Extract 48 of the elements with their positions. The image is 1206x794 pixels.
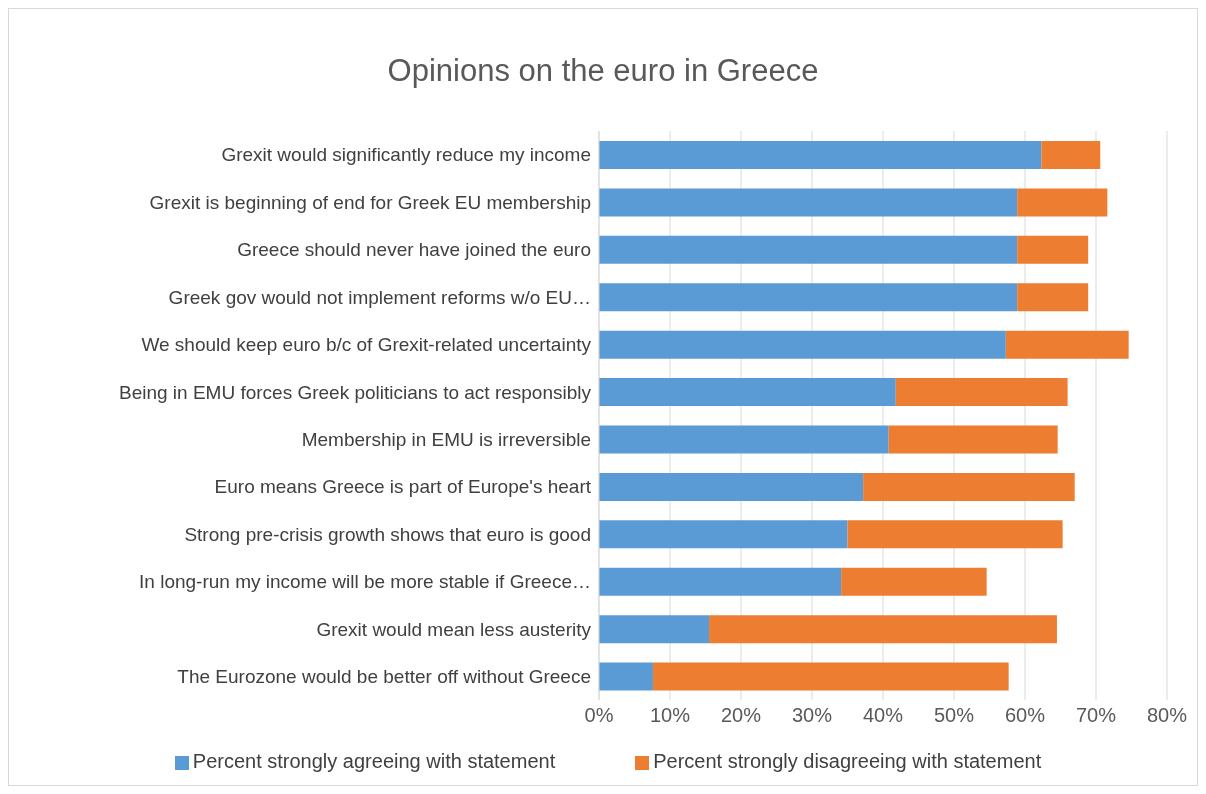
y-tick-label: Greece should never have joined the euro <box>237 239 591 261</box>
y-tick-label: Greek gov would not implement reforms w/o EU… <box>168 286 591 308</box>
y-tick-label: Grexit would significantly reduce my income <box>221 144 591 166</box>
x-tick-label: 30% <box>791 704 833 727</box>
bar <box>599 378 896 407</box>
x-tick-label: 70% <box>1075 704 1117 727</box>
bar <box>599 425 889 454</box>
x-tick-label: 20% <box>720 704 762 727</box>
y-tick-label: In long-run my income will be more stable if Greece… <box>139 571 591 593</box>
x-tick-label: 0% <box>584 704 614 727</box>
bar <box>599 141 1042 169</box>
y-tick-label: Membership in EMU is irreversible <box>301 428 591 450</box>
y-tick-label: Grexit is beginning of end for Greek EU membership <box>149 191 591 213</box>
x-tick-label: 40% <box>862 704 904 727</box>
y-tick-label: Grexit would mean less austerity <box>316 618 592 640</box>
chart-title: Opinions on the euro in Greece <box>386 52 820 90</box>
y-tick-label: Being in EMU forces Greek politicians to act responsibly <box>118 381 592 403</box>
bar <box>1017 283 1089 312</box>
bar <box>1017 235 1089 264</box>
bar <box>709 615 1057 644</box>
bar <box>841 567 987 596</box>
bar <box>1041 141 1101 169</box>
legend-label: Percent strongly disagreeing with statement <box>653 750 1042 772</box>
bar <box>652 662 1009 691</box>
bar <box>599 283 1018 312</box>
y-tick-label: The Eurozone would be better off without Greece <box>177 666 591 688</box>
x-tick-label: 10% <box>649 704 691 727</box>
y-tick-label: We should keep euro b/c of Grexit-related uncertainty <box>141 334 592 356</box>
bar <box>863 472 1075 501</box>
bar <box>1017 188 1108 217</box>
bar <box>599 615 710 644</box>
bar <box>599 188 1018 217</box>
bar <box>847 520 1063 549</box>
bar <box>599 235 1018 264</box>
bar <box>888 425 1058 454</box>
bar <box>599 662 653 691</box>
y-tick-label: Strong pre-crisis growth shows that euro is good <box>184 523 591 545</box>
x-tick-label: 60% <box>1004 704 1046 727</box>
bar <box>599 472 864 501</box>
bar <box>599 567 842 596</box>
x-tick-label: 80% <box>1146 704 1188 727</box>
legend-label: Percent strongly agreeing with statement <box>192 750 556 772</box>
bar <box>895 378 1068 407</box>
bar <box>1005 330 1129 359</box>
bar <box>599 520 848 549</box>
x-tick-label: 50% <box>933 704 975 727</box>
y-tick-label: Euro means Greece is part of Europe's heart <box>214 476 592 498</box>
bar <box>599 330 1006 359</box>
